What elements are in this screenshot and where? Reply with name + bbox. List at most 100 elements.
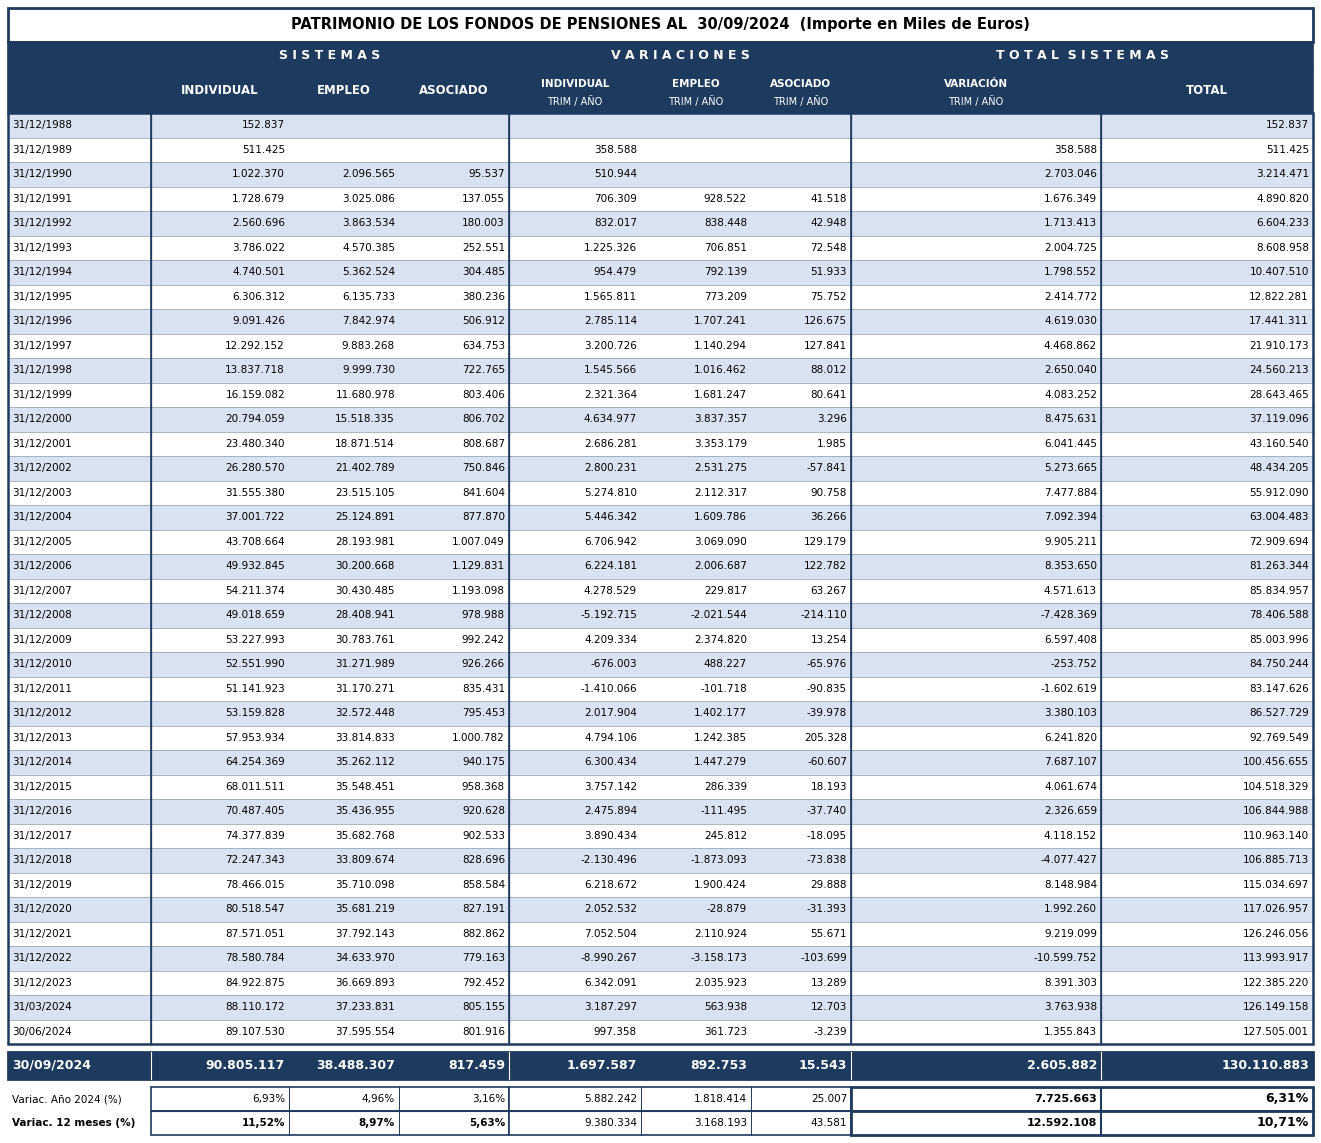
- Text: 2.326.659: 2.326.659: [1044, 806, 1096, 816]
- Text: 31/12/1989: 31/12/1989: [12, 145, 73, 154]
- Bar: [8, 358, 1313, 383]
- Text: 7.687.107: 7.687.107: [1044, 758, 1096, 767]
- Text: 2.686.281: 2.686.281: [584, 439, 637, 449]
- Text: 16.159.082: 16.159.082: [226, 390, 285, 400]
- Bar: [8, 505, 1313, 529]
- Text: 1.000.782: 1.000.782: [452, 733, 505, 743]
- Bar: [8, 69, 151, 113]
- Text: TRIM / AÑO: TRIM / AÑO: [547, 96, 602, 107]
- Text: 6.135.733: 6.135.733: [342, 291, 395, 302]
- Text: 978.988: 978.988: [462, 610, 505, 621]
- Text: 41.518: 41.518: [811, 194, 847, 203]
- Bar: [8, 1020, 1313, 1044]
- Text: 2.374.820: 2.374.820: [694, 634, 746, 645]
- Text: 10.407.510: 10.407.510: [1250, 267, 1309, 278]
- Text: 152.837: 152.837: [1266, 120, 1309, 130]
- Text: 5.273.665: 5.273.665: [1044, 463, 1096, 473]
- Text: -2.130.496: -2.130.496: [580, 855, 637, 865]
- Text: 57.953.934: 57.953.934: [226, 733, 285, 743]
- Bar: [8, 529, 1313, 554]
- Text: 3,16%: 3,16%: [472, 1094, 505, 1104]
- Bar: [8, 799, 1313, 823]
- Text: 2.017.904: 2.017.904: [584, 709, 637, 718]
- Text: 958.368: 958.368: [462, 782, 505, 792]
- Text: 361.723: 361.723: [704, 1026, 746, 1037]
- Text: 6.342.091: 6.342.091: [584, 977, 637, 988]
- Text: 32.572.448: 32.572.448: [336, 709, 395, 718]
- Text: 4.634.977: 4.634.977: [584, 414, 637, 424]
- Text: 113.993.917: 113.993.917: [1243, 953, 1309, 964]
- Text: 31/12/2000: 31/12/2000: [12, 414, 71, 424]
- Text: 25.007: 25.007: [811, 1094, 847, 1104]
- Text: 304.485: 304.485: [462, 267, 505, 278]
- Text: 4.890.820: 4.890.820: [1256, 194, 1309, 203]
- Text: 7.725.663: 7.725.663: [1034, 1094, 1096, 1104]
- Text: 1.676.349: 1.676.349: [1044, 194, 1096, 203]
- Text: 6.604.233: 6.604.233: [1256, 218, 1309, 229]
- Text: 18.193: 18.193: [811, 782, 847, 792]
- Text: 9.999.730: 9.999.730: [342, 366, 395, 375]
- Text: 1.713.413: 1.713.413: [1044, 218, 1096, 229]
- Text: 126.149.158: 126.149.158: [1243, 1002, 1309, 1013]
- Text: Variac. 12 meses (%): Variac. 12 meses (%): [12, 1118, 135, 1128]
- Text: 773.209: 773.209: [704, 291, 746, 302]
- Text: 31/12/2007: 31/12/2007: [12, 585, 71, 596]
- Text: 63.004.483: 63.004.483: [1250, 512, 1309, 522]
- Text: 52.551.990: 52.551.990: [226, 660, 285, 670]
- Text: 31/12/2013: 31/12/2013: [12, 733, 71, 743]
- Text: 29.888: 29.888: [811, 880, 847, 889]
- Text: 3.187.297: 3.187.297: [584, 1002, 637, 1013]
- Text: 6,93%: 6,93%: [252, 1094, 285, 1104]
- Text: 2.321.364: 2.321.364: [584, 390, 637, 400]
- Text: -73.838: -73.838: [807, 855, 847, 865]
- Text: 31/12/2020: 31/12/2020: [12, 904, 71, 914]
- Text: 634.753: 634.753: [462, 341, 505, 351]
- Text: 33.809.674: 33.809.674: [336, 855, 395, 865]
- Text: 84.922.875: 84.922.875: [226, 977, 285, 988]
- Text: 2.006.687: 2.006.687: [694, 561, 746, 572]
- Text: -101.718: -101.718: [700, 684, 746, 694]
- Text: 358.588: 358.588: [1054, 145, 1096, 154]
- Text: 84.750.244: 84.750.244: [1250, 660, 1309, 670]
- Text: 37.119.096: 37.119.096: [1250, 414, 1309, 424]
- Bar: [509, 1087, 851, 1111]
- Text: 722.765: 722.765: [462, 366, 505, 375]
- Text: 3.890.434: 3.890.434: [584, 831, 637, 841]
- Text: 7.052.504: 7.052.504: [584, 929, 637, 938]
- Text: 838.448: 838.448: [704, 218, 746, 229]
- Text: 1.016.462: 1.016.462: [694, 366, 746, 375]
- Text: 2.004.725: 2.004.725: [1044, 242, 1096, 253]
- Text: 5.362.524: 5.362.524: [342, 267, 395, 278]
- Text: 4.209.334: 4.209.334: [584, 634, 637, 645]
- Text: 33.814.833: 33.814.833: [336, 733, 395, 743]
- Text: 792.139: 792.139: [704, 267, 746, 278]
- Text: 229.817: 229.817: [704, 585, 746, 596]
- Bar: [8, 137, 1313, 162]
- Text: 2.414.772: 2.414.772: [1044, 291, 1096, 302]
- Bar: [8, 677, 1313, 701]
- Bar: [8, 8, 1313, 42]
- Text: 31/12/2011: 31/12/2011: [12, 684, 71, 694]
- Text: 1.402.177: 1.402.177: [694, 709, 746, 718]
- Text: 801.916: 801.916: [462, 1026, 505, 1037]
- Text: 64.254.369: 64.254.369: [226, 758, 285, 767]
- Text: 89.107.530: 89.107.530: [226, 1026, 285, 1037]
- Text: 358.588: 358.588: [594, 145, 637, 154]
- Text: 8.608.958: 8.608.958: [1256, 242, 1309, 253]
- Text: 31.170.271: 31.170.271: [336, 684, 395, 694]
- Text: 1.129.831: 1.129.831: [452, 561, 505, 572]
- Text: 49.932.845: 49.932.845: [226, 561, 285, 572]
- Bar: [752, 69, 851, 113]
- Text: 31/12/1993: 31/12/1993: [12, 242, 73, 253]
- Text: 31/03/2024: 31/03/2024: [12, 1002, 71, 1013]
- Text: 88.110.172: 88.110.172: [226, 1002, 285, 1013]
- Text: INDIVIDUAL: INDIVIDUAL: [540, 79, 609, 88]
- Bar: [8, 897, 1313, 921]
- Bar: [8, 970, 1313, 996]
- Text: 126.675: 126.675: [804, 317, 847, 326]
- Text: 8,97%: 8,97%: [359, 1118, 395, 1128]
- Text: 9.905.211: 9.905.211: [1044, 537, 1096, 546]
- Text: -3.239: -3.239: [814, 1026, 847, 1037]
- Bar: [151, 1087, 509, 1111]
- Text: 1.818.414: 1.818.414: [694, 1094, 746, 1104]
